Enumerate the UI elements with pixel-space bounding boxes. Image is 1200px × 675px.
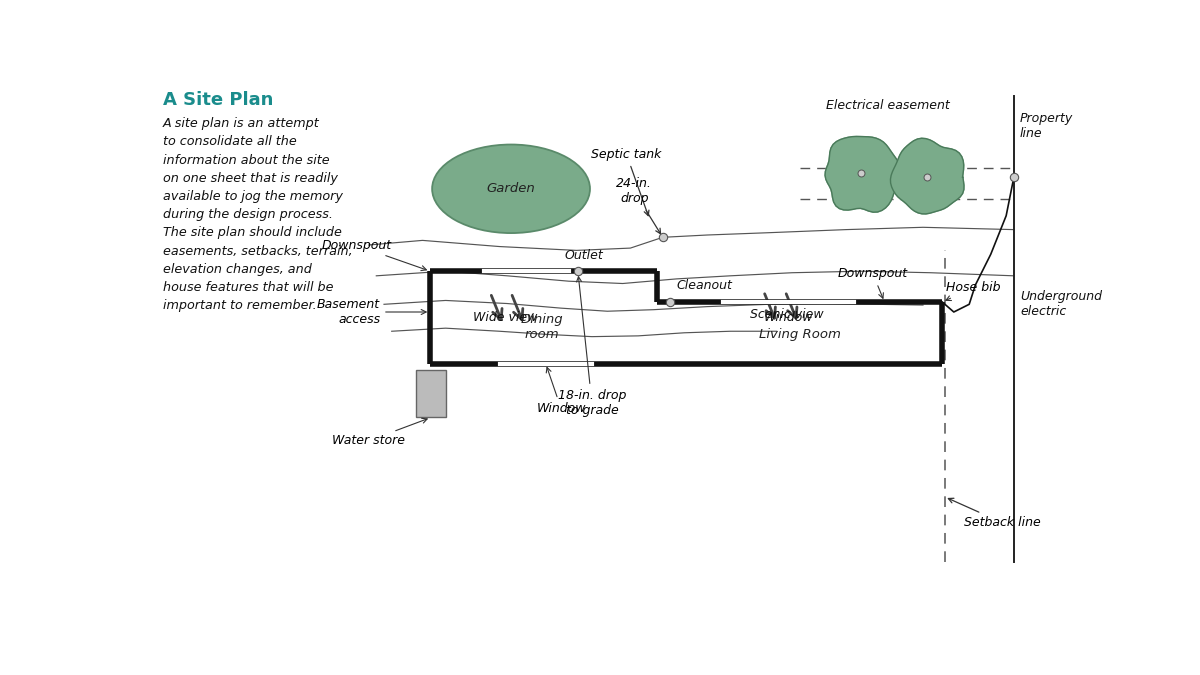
Text: Septic tank: Septic tank — [592, 148, 661, 215]
Text: 24-in.
drop: 24-in. drop — [617, 178, 660, 234]
Text: Downspout: Downspout — [322, 239, 426, 271]
Text: A Site Plan: A Site Plan — [163, 91, 274, 109]
Text: Hose bib: Hose bib — [946, 281, 1001, 300]
Text: Setback line: Setback line — [948, 498, 1040, 529]
Polygon shape — [890, 138, 964, 214]
Text: Downspout: Downspout — [838, 267, 908, 298]
Text: Water store: Water store — [331, 418, 427, 448]
Text: Cleanout: Cleanout — [677, 279, 732, 292]
Text: Electrical easement: Electrical easement — [827, 99, 950, 111]
Text: Outlet: Outlet — [565, 249, 604, 262]
Text: Underground
electric: Underground electric — [1020, 290, 1102, 319]
Text: A site plan is an attempt
to consolidate all the
information about the site
on o: A site plan is an attempt to consolidate… — [163, 117, 353, 313]
Text: Living Room: Living Room — [758, 328, 841, 341]
Text: Window: Window — [763, 311, 814, 324]
Text: Property
line: Property line — [1020, 112, 1073, 140]
Polygon shape — [826, 136, 904, 212]
Text: 18-in. drop
to grade: 18-in. drop to grade — [558, 277, 626, 417]
Text: Dining
room: Dining room — [521, 313, 563, 341]
Text: Wide view: Wide view — [473, 311, 536, 324]
Ellipse shape — [432, 144, 590, 233]
Text: Scenic view: Scenic view — [750, 308, 823, 321]
Text: Basement
access: Basement access — [317, 298, 426, 326]
Bar — [416, 370, 445, 418]
Text: Window: Window — [536, 367, 586, 415]
Text: Garden: Garden — [487, 182, 535, 195]
